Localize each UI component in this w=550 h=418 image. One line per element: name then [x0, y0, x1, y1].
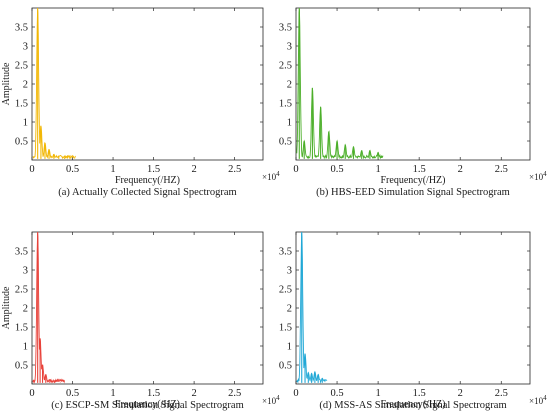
panel-caption: (c) ESCP-SM Simulation Signal Spectrogra… — [51, 400, 244, 411]
y-tick-label: 3.5 — [15, 23, 28, 34]
y-tick-label: 2 — [23, 80, 28, 91]
y-axis-label: Amplitude — [1, 286, 12, 329]
y-tick-label: 3.5 — [279, 247, 292, 258]
x-multiplier-label: ×104 — [262, 170, 280, 182]
x-multiplier-exponent: 4 — [543, 170, 547, 178]
x-axis-label: Frequency(/HZ) — [381, 399, 446, 410]
y-tick-label: 1.5 — [279, 99, 292, 110]
y-tick-label: 0.5 — [15, 137, 28, 148]
x-tick-label: 1 — [110, 388, 115, 399]
y-tick-label: 1 — [23, 342, 28, 353]
x-tick-label: 0 — [29, 388, 34, 399]
y-tick-label: 3 — [23, 42, 28, 53]
x-multiplier-label: ×104 — [529, 170, 547, 182]
y-tick-label: 2.5 — [15, 61, 28, 72]
y-tick-label: 3.5 — [279, 23, 292, 34]
y-tick-label: 1 — [287, 118, 292, 129]
x-tick-label: 1.5 — [147, 164, 160, 175]
x-tick-label: 1.5 — [413, 388, 426, 399]
x-axis-label: Frequency(/HZ) — [115, 175, 180, 186]
spectrum-line — [296, 9, 384, 160]
x-axis-label: Frequency(/HZ) — [115, 399, 180, 410]
series-group — [296, 8, 384, 160]
x-tick-label: 2.5 — [495, 388, 508, 399]
x-tick-label: 0 — [293, 388, 298, 399]
y-tick-label: 3 — [287, 266, 292, 277]
y-tick-label: 1.5 — [279, 323, 292, 334]
y-tick-label: 1 — [23, 118, 28, 129]
y-tick-label: 2.5 — [15, 285, 28, 296]
y-tick-label: 1.5 — [15, 323, 28, 334]
spectrum-line — [32, 9, 76, 160]
y-tick-label: 2 — [287, 80, 292, 91]
y-tick-label: 2.5 — [279, 285, 292, 296]
series-group — [32, 232, 66, 384]
y-tick-label: 0.5 — [15, 361, 28, 372]
y-tick-label: 2.5 — [279, 61, 292, 72]
x-tick-label: 0.5 — [66, 164, 79, 175]
x-tick-label: 1 — [375, 164, 380, 175]
plot-frame — [295, 231, 531, 385]
chart-panel-c: 0 0.5 1 1.5 2 2.5 0.5 1 1.5 2 2.5 3 3.5 ×104 Frequency… — [1, 231, 280, 411]
plot-frame — [31, 7, 264, 161]
x-tick-label: 2.5 — [495, 164, 508, 175]
x-tick-label: 1 — [110, 164, 115, 175]
y-tick-label: 1 — [287, 342, 292, 353]
chart-panel-b: 0 0.5 1 1.5 2 2.5 0.5 1 1.5 2 2.5 3 3.5 ×104 Frequency… — [279, 7, 547, 198]
x-tick-label: 2 — [458, 388, 463, 399]
x-tick-label: 0.5 — [66, 388, 79, 399]
panel-caption: (b) HBS-EED Simulation Signal Spectrogra… — [316, 187, 510, 198]
x-tick-label: 2 — [191, 388, 196, 399]
x-multiplier-exponent: 4 — [276, 170, 280, 178]
y-tick-label: 3 — [23, 266, 28, 277]
series-group — [32, 8, 76, 160]
series-group — [296, 232, 328, 384]
y-tick-label: 2 — [287, 304, 292, 315]
x-multiplier-exponent: 4 — [276, 394, 280, 402]
x-tick-label: 2 — [458, 164, 463, 175]
plot-frame — [31, 231, 264, 385]
x-multiplier-label: ×104 — [262, 394, 280, 406]
x-tick-label: 2.5 — [228, 164, 241, 175]
x-tick-label: 2 — [191, 164, 196, 175]
chart-panel-d: 0 0.5 1 1.5 2 2.5 0.5 1 1.5 2 2.5 3 3.5 ×104 Frequency… — [279, 231, 547, 411]
x-tick-label: 1.5 — [147, 388, 160, 399]
x-multiplier-exponent: 4 — [543, 394, 547, 402]
y-tick-label: 3.5 — [15, 247, 28, 258]
chart-panel-a: 0 0.5 1 1.5 2 2.5 0.5 1 1.5 2 2.5 3 3.5 ×104 Frequency… — [1, 7, 280, 198]
panel-caption: (a) Actually Collected Signal Spectrogra… — [58, 187, 236, 198]
x-tick-label: 1.5 — [413, 164, 426, 175]
x-tick-label: 0 — [293, 164, 298, 175]
x-multiplier-label: ×104 — [529, 394, 547, 406]
y-axis-label: Amplitude — [1, 62, 12, 105]
x-tick-label: 0.5 — [330, 164, 343, 175]
x-tick-label: 1 — [375, 388, 380, 399]
y-tick-label: 1.5 — [15, 99, 28, 110]
y-tick-label: 0.5 — [279, 137, 292, 148]
x-axis-label: Frequency(/HZ) — [381, 175, 446, 186]
x-tick-label: 2.5 — [228, 388, 241, 399]
x-tick-label: 0 — [29, 164, 34, 175]
x-tick-label: 0.5 — [330, 388, 343, 399]
panel-caption: (d) MSS-AS Simulation Signal Spectrogram — [319, 400, 506, 411]
plot-frame — [295, 7, 531, 161]
y-tick-label: 2 — [23, 304, 28, 315]
y-tick-label: 0.5 — [279, 361, 292, 372]
y-tick-label: 3 — [287, 42, 292, 53]
